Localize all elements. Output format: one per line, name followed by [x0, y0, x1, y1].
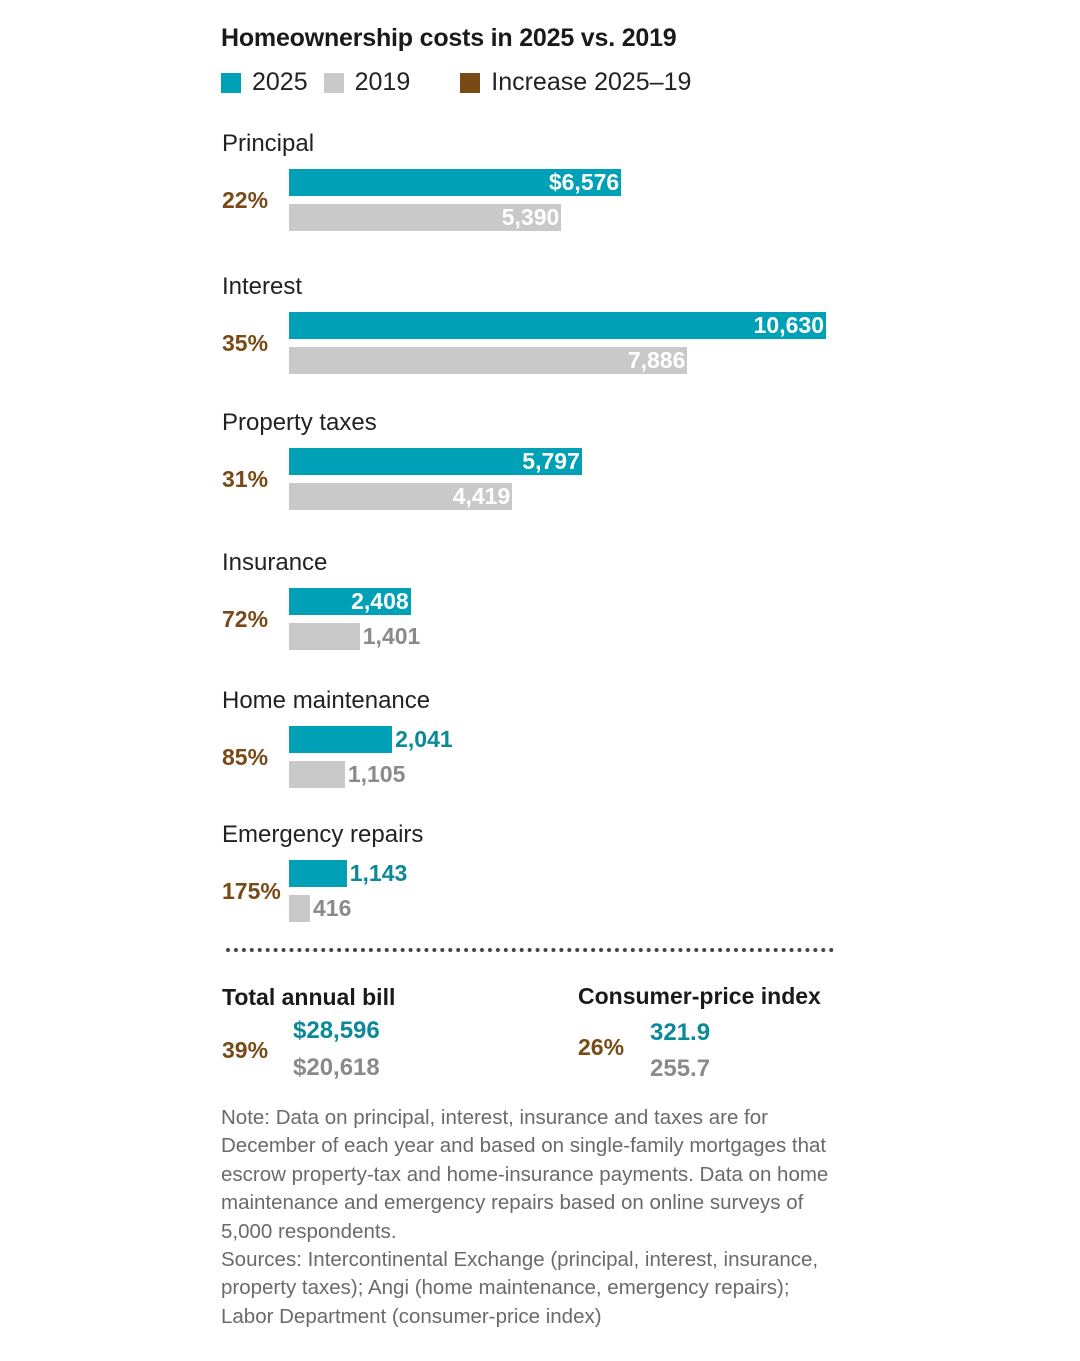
- bar-interest-2019: [289, 347, 688, 374]
- legend-swatch-increase: [460, 72, 481, 93]
- bar-principal-2019: [289, 204, 562, 231]
- legend-label-2025: 2025: [252, 68, 308, 96]
- total-bill-2025: $28,596: [293, 1017, 380, 1044]
- value-label-property-taxes-2025: 5,797: [522, 448, 580, 474]
- value-label-principal-2025: $6,576: [548, 169, 620, 195]
- total-bill-title: Total annual bill: [222, 984, 396, 1010]
- value-label-emergency-repairs-2025: 1,143: [349, 860, 408, 886]
- cpi-2019: 255.7: [650, 1055, 711, 1082]
- increase-label-insurance: 72%: [222, 606, 269, 632]
- category-label-principal: Principal: [222, 130, 315, 157]
- cpi-title: Consumer-price index: [578, 983, 821, 1009]
- legend-label-2019: 2019: [354, 68, 411, 96]
- sources-text: Sources: Intercontinental Exchange (prin…: [221, 1248, 819, 1328]
- chart-note: Note: Data on principal, interest, insur…: [221, 1104, 841, 1331]
- bar-emergency-repairs-2025: [289, 860, 347, 887]
- cpi-increase: 26%: [578, 1034, 625, 1060]
- value-label-emergency-repairs-2019: 416: [313, 895, 352, 921]
- legend-swatch-2019: [323, 72, 344, 93]
- legend-label-increase: Increase 2025–19: [491, 68, 692, 96]
- value-label-home-maintenance-2019: 1,105: [347, 761, 406, 787]
- bar-property-taxes-2019: [289, 483, 513, 510]
- value-label-insurance-2025: 2,408: [351, 588, 409, 614]
- increase-label-property-taxes: 31%: [222, 466, 269, 492]
- increase-label-principal: 22%: [222, 187, 269, 213]
- value-label-property-taxes-2019: 4,419: [452, 483, 511, 509]
- total-bill-2019: $20,618: [293, 1054, 380, 1081]
- value-label-principal-2019: 5,390: [501, 204, 560, 230]
- bar-principal-2025: [289, 169, 622, 196]
- chart-title: Homeownership costs in 2025 vs. 2019: [221, 24, 677, 52]
- legend-swatch-2025: [221, 72, 241, 93]
- bar-emergency-repairs-2019: [289, 895, 310, 922]
- category-label-home-maintenance: Home maintenance: [222, 687, 431, 714]
- increase-label-interest: 35%: [222, 330, 269, 356]
- bar-home-maintenance-2019: [289, 761, 345, 788]
- increase-label-emergency-repairs: 175%: [222, 878, 281, 904]
- total-bill-increase: 39%: [222, 1037, 269, 1063]
- category-label-interest: Interest: [222, 273, 303, 300]
- note-text: Note: Data on principal, interest, insur…: [221, 1106, 829, 1243]
- category-label-emergency-repairs: Emergency repairs: [222, 821, 424, 848]
- category-label-insurance: Insurance: [222, 549, 328, 576]
- value-label-home-maintenance-2025: 2,041: [395, 726, 453, 752]
- value-label-insurance-2019: 1,401: [362, 623, 421, 649]
- legend-item-2025: 2025: [221, 68, 308, 97]
- legend-item-increase: Increase 2025–19: [460, 68, 691, 97]
- bar-property-taxes-2025: [289, 448, 582, 475]
- bar-interest-2025: [289, 312, 826, 339]
- value-label-interest-2019: 7,886: [627, 347, 686, 373]
- bar-insurance-2019: [289, 623, 360, 650]
- bar-home-maintenance-2025: [289, 726, 393, 753]
- bar-insurance-2025: [289, 588, 411, 615]
- section-divider: [226, 948, 834, 952]
- value-label-interest-2025: 10,630: [753, 312, 824, 338]
- legend-item-2019: 2019: [323, 68, 411, 97]
- chart-legend: 2025 2019 Increase 2025–19: [221, 68, 707, 97]
- cpi-2025: 321.9: [650, 1019, 711, 1046]
- increase-label-home-maintenance: 85%: [222, 744, 269, 770]
- category-label-property-taxes: Property taxes: [222, 409, 377, 436]
